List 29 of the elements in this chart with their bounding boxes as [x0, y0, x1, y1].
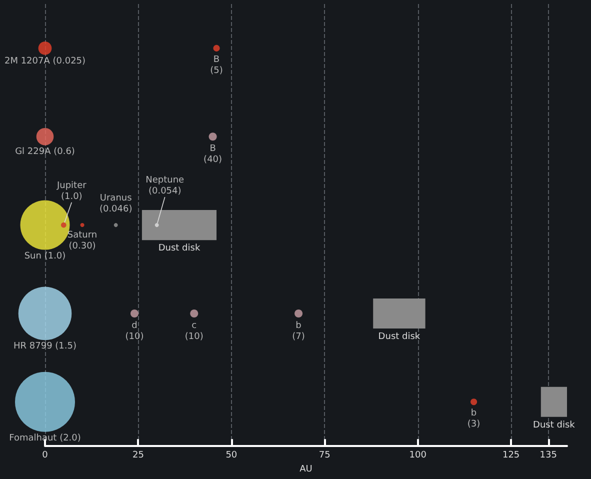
bar: [142, 210, 217, 240]
x-tick-label: 75: [318, 450, 330, 461]
x-tick-label: 25: [132, 450, 144, 461]
x-axis-title: AU: [300, 464, 312, 474]
x-tick-label: 0: [42, 450, 48, 461]
y-tick-label: Sun (1.0): [24, 251, 66, 262]
y-tick-label: Fomalhaut (2.0): [9, 433, 81, 444]
text: Jupiter (1.0): [56, 180, 87, 202]
bar: [540, 386, 567, 417]
y-tick-label: 2M 1207A (0.025): [4, 56, 86, 66]
series-label: B (5): [210, 54, 223, 76]
x-tick-label: 50: [226, 450, 238, 461]
series-label: Dust disk: [158, 244, 201, 254]
text: Dust disk: [533, 420, 575, 430]
text: Neptune (0.054): [146, 176, 185, 197]
series-label: d (10): [125, 320, 144, 342]
series-label: c (10): [184, 320, 204, 342]
bar: [373, 298, 426, 328]
y-tick-label: Gl 229A (0.6): [15, 146, 75, 157]
series-label: b (7): [292, 320, 305, 342]
x-tick-label: 100: [409, 450, 427, 461]
series-label: Uranus (0.046): [99, 194, 132, 215]
x-tick-label: 135: [540, 450, 557, 461]
series-label: B (40): [204, 144, 222, 166]
series-label: Saturn (0.30): [67, 230, 98, 252]
series-label: b (3): [467, 408, 480, 430]
y-tick-label: HR 8799 (1.5): [14, 342, 76, 352]
x-tick-label: 125: [502, 450, 520, 461]
text: Dust disk: [378, 332, 420, 342]
